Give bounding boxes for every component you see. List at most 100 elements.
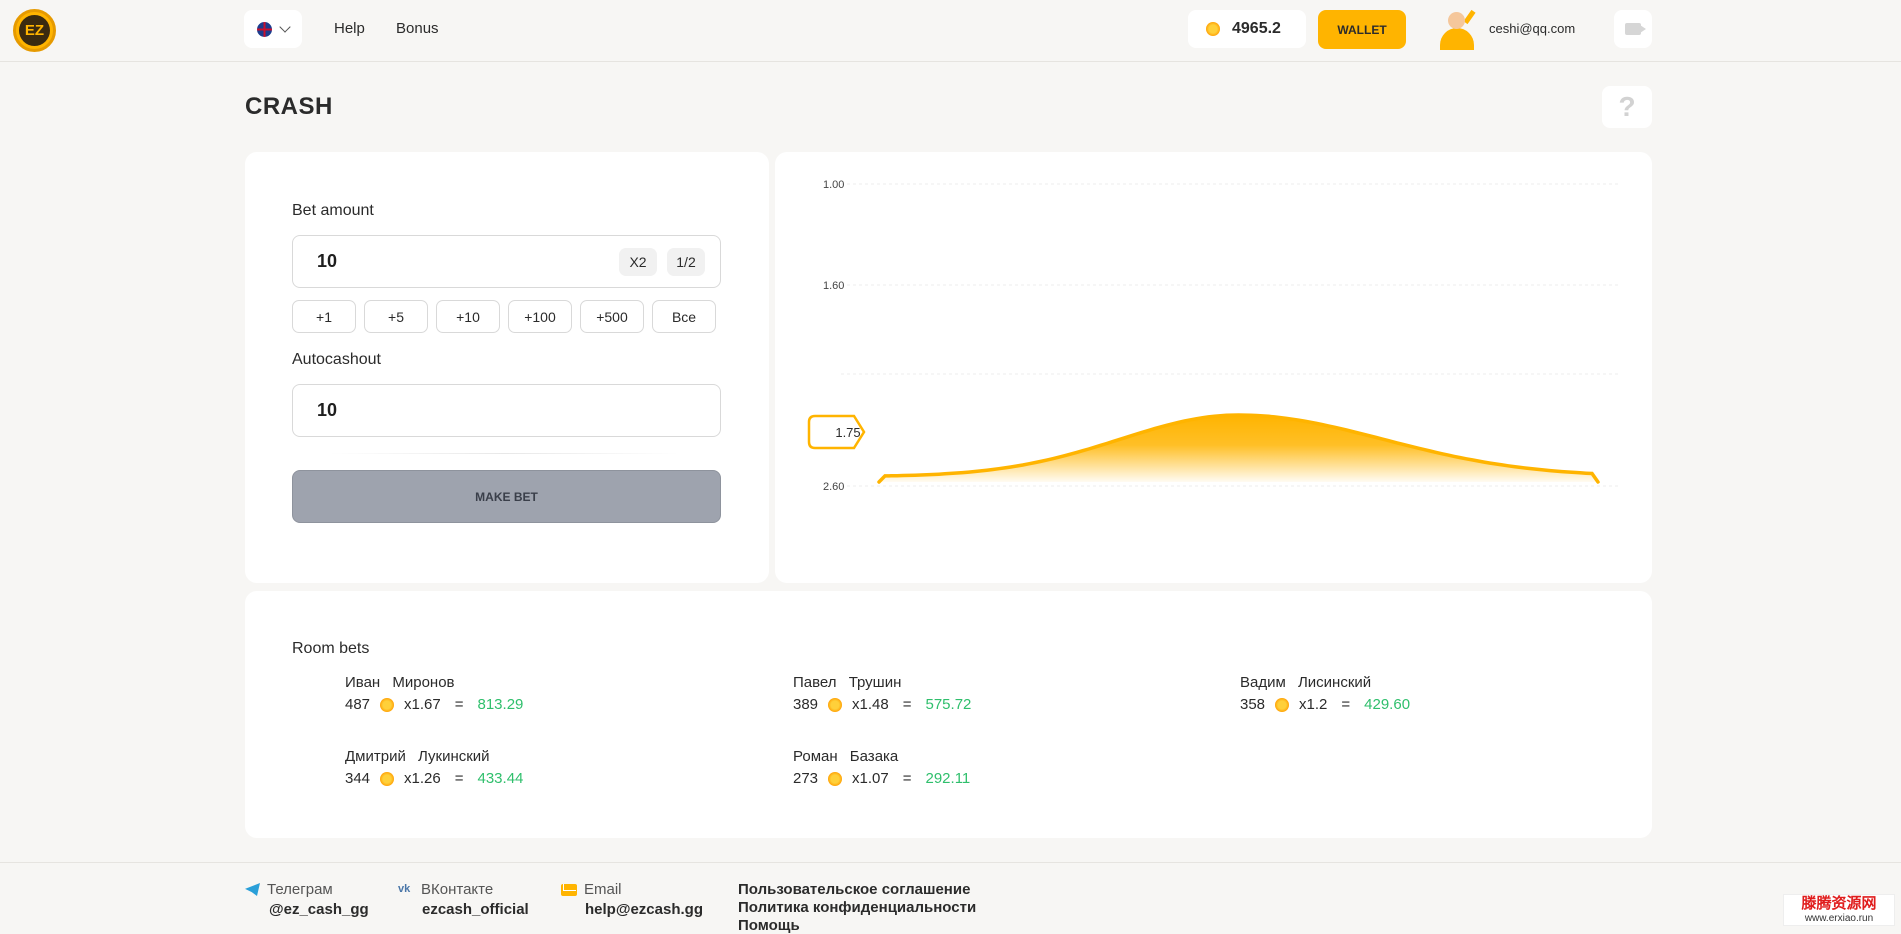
room-bet-item: Иван Миронов 487 x1.67 = 813.29 bbox=[345, 674, 675, 713]
add-5-button[interactable]: +5 bbox=[364, 300, 428, 333]
email-contact[interactable]: Email help@ezcash.gg bbox=[561, 881, 703, 918]
vk-icon: vk bbox=[398, 883, 411, 895]
bet-amount-value: 10 bbox=[317, 251, 338, 271]
bet-multiplier: x1.67 bbox=[404, 696, 441, 713]
telegram-label: Телеграм bbox=[267, 881, 333, 898]
game-help-button[interactable]: ? bbox=[1602, 86, 1652, 128]
bet-win: 292.11 bbox=[925, 770, 971, 787]
bet-multiplier: x1.2 bbox=[1299, 696, 1328, 713]
bet-amount: 358 bbox=[1240, 696, 1266, 713]
avatar[interactable] bbox=[1438, 8, 1478, 50]
page-title: CRASH bbox=[245, 93, 333, 120]
footer-link-terms[interactable]: Пользовательское соглашение bbox=[738, 881, 971, 898]
player-name: Павел Трушин bbox=[793, 674, 902, 691]
room-bet-item: Вадим Лисинский 358 x1.2 = 429.60 bbox=[1240, 674, 1570, 713]
crash-chart: 1.00 1.60 2.60 1.75 bbox=[807, 179, 1620, 493]
logo[interactable]: EZ bbox=[13, 9, 56, 52]
top-header: EZ Help Bonus 4965.2 WALLET ceshi@qq.com bbox=[0, 0, 1901, 62]
vk-contact[interactable]: vk ВКонтакте ezcash_official bbox=[398, 881, 529, 918]
autocashout-value: 10 bbox=[317, 400, 338, 420]
equals-sign: = bbox=[902, 770, 912, 787]
bet-win: 575.72 bbox=[925, 696, 972, 713]
chart-line bbox=[877, 413, 1600, 484]
current-multiplier-marker: 1.75 bbox=[807, 414, 866, 450]
footer-link-privacy[interactable]: Политика конфиденциальности bbox=[738, 899, 977, 916]
player-name: Вадим Лисинский bbox=[1240, 674, 1372, 691]
make-bet-button[interactable]: MAKE BET bbox=[292, 470, 721, 523]
telegram-contact[interactable]: Телеграм @ez_cash_gg bbox=[245, 881, 369, 918]
bet-amount-label: Bet amount bbox=[292, 202, 374, 219]
watermark: 滕腾资源网 www.erxiao.run bbox=[1783, 894, 1895, 926]
bet-amount: 273 bbox=[793, 770, 819, 787]
bet-panel: Bet amount 10 X2 1/2 +1 +5 +10 +100 +500… bbox=[245, 152, 769, 583]
balance-display: 4965.2 bbox=[1188, 10, 1306, 48]
autocashout-label: Autocashout bbox=[292, 351, 381, 368]
language-selector[interactable] bbox=[244, 10, 302, 48]
footer-link-help[interactable]: Помощь bbox=[738, 917, 800, 934]
double-bet-button[interactable]: X2 bbox=[619, 248, 657, 276]
telegram-handle[interactable]: @ez_cash_gg bbox=[269, 901, 369, 918]
equals-sign: = bbox=[902, 696, 912, 713]
avatar-pen-icon bbox=[1463, 9, 1476, 25]
bet-amount-input[interactable]: 10 X2 1/2 bbox=[292, 235, 721, 288]
bet-amount: 389 bbox=[793, 696, 819, 713]
player-name: Иван Миронов bbox=[345, 674, 455, 691]
bet-win: 429.60 bbox=[1364, 696, 1411, 713]
chart-area-fill bbox=[879, 415, 1598, 482]
user-email[interactable]: ceshi@qq.com bbox=[1489, 21, 1576, 36]
room-bets-panel: Room bets Иван Миронов 487 x1.67 = 813.2… bbox=[245, 591, 1652, 838]
chart-y-tick-label: 2.60 bbox=[823, 481, 844, 493]
add-100-button[interactable]: +100 bbox=[508, 300, 572, 333]
chart-y-tick-label: 1.00 bbox=[823, 179, 844, 191]
nav-bonus-link[interactable]: Bonus bbox=[396, 20, 439, 37]
logo-mark: EZ bbox=[19, 15, 50, 46]
footer-links: Пользовательское соглашение Политика кон… bbox=[738, 881, 976, 934]
wallet-button[interactable]: WALLET bbox=[1318, 10, 1406, 49]
coin-icon bbox=[828, 771, 843, 786]
divider bbox=[330, 453, 680, 454]
chevron-down-icon bbox=[279, 21, 291, 33]
vk-label: ВКонтакте bbox=[421, 881, 494, 898]
bet-amount: 344 bbox=[345, 770, 371, 787]
watermark-title: 滕腾资源网 bbox=[1801, 895, 1877, 912]
balance-amount: 4965.2 bbox=[1232, 20, 1281, 37]
coin-icon bbox=[828, 697, 843, 712]
telegram-icon bbox=[245, 883, 260, 896]
crash-chart-panel: 1.00 1.60 2.60 1.75 bbox=[775, 152, 1652, 583]
bet-amount: 487 bbox=[345, 696, 371, 713]
room-bet-item: Дмитрий Лукинский 344 x1.26 = 433.44 bbox=[345, 748, 675, 787]
room-bets-title: Room bets bbox=[292, 640, 370, 657]
coin-icon bbox=[1275, 697, 1290, 712]
quick-add-buttons: +1 +5 +10 +100 +500 Все bbox=[292, 300, 716, 333]
player-name: Дмитрий Лукинский bbox=[345, 748, 490, 765]
add-500-button[interactable]: +500 bbox=[580, 300, 644, 333]
add-10-button[interactable]: +10 bbox=[436, 300, 500, 333]
chart-y-tick-label: 1.60 bbox=[823, 280, 844, 292]
mail-icon bbox=[561, 883, 577, 896]
coin-icon bbox=[1206, 22, 1220, 36]
watermark-url: www.erxiao.run bbox=[1804, 913, 1874, 924]
logout-button[interactable] bbox=[1614, 10, 1652, 48]
player-name: Роман Базака bbox=[793, 748, 899, 765]
vk-handle[interactable]: ezcash_official bbox=[422, 901, 529, 918]
add-1-button[interactable]: +1 bbox=[292, 300, 356, 333]
all-in-button[interactable]: Все bbox=[652, 300, 716, 333]
equals-sign: = bbox=[454, 696, 464, 713]
chart-y-axis: 1.00 1.60 2.60 bbox=[823, 179, 844, 493]
half-bet-button[interactable]: 1/2 bbox=[667, 248, 705, 276]
logout-icon bbox=[1625, 23, 1646, 35]
bet-win: 433.44 bbox=[477, 770, 524, 787]
coin-icon bbox=[380, 771, 395, 786]
current-multiplier-label: 1.75 bbox=[835, 425, 860, 440]
room-bet-item: Роман Базака 273 x1.07 = 292.11 bbox=[793, 748, 1123, 787]
autocashout-input[interactable]: 10 bbox=[292, 384, 721, 437]
bet-win: 813.29 bbox=[477, 696, 524, 713]
nav-help-link[interactable]: Help bbox=[334, 20, 365, 37]
uk-flag-icon bbox=[257, 21, 272, 37]
email-address[interactable]: help@ezcash.gg bbox=[585, 901, 703, 918]
footer: Телеграм @ez_cash_gg vk ВКонтакте ezcash_… bbox=[0, 862, 1901, 934]
bet-multiplier: x1.07 bbox=[852, 770, 889, 787]
equals-sign: = bbox=[1341, 696, 1351, 713]
chart-gridlines bbox=[841, 183, 1620, 487]
room-bet-item: Павел Трушин 389 x1.48 = 575.72 bbox=[793, 674, 1123, 713]
